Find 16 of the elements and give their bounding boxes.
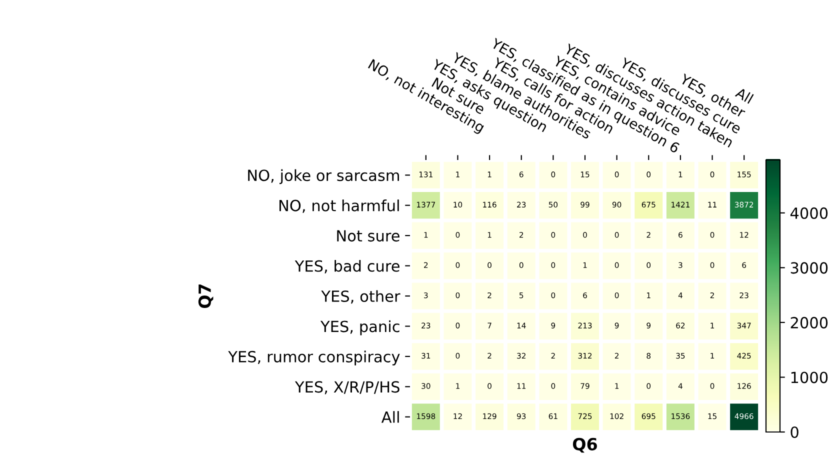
y-tick-label: YES, other: [321, 290, 400, 304]
y-axis-title: Q7: [198, 284, 214, 308]
x-axis-title: Q6: [572, 438, 597, 453]
color-bar-label: 2000: [790, 316, 828, 328]
y-tick-label: YES, X/R/P/HS: [294, 381, 400, 394]
y-tick-label: All: [381, 411, 399, 423]
color-bar-label: 3000: [790, 262, 828, 274]
y-tick-label: YES, bad cure: [294, 260, 400, 274]
y-tick-label: YES, panic: [320, 320, 400, 336]
y-tick-label: Not sure: [337, 230, 400, 242]
y-tick-label: YES, rumor conspiracy: [228, 350, 400, 366]
color-bar-label: 1000: [791, 372, 828, 384]
color-bar-label: 0: [790, 426, 798, 438]
color-bar-label: 4000: [790, 207, 828, 219]
y-tick-label: NO, joke or sarcasm: [248, 169, 399, 184]
y-tick-label: NO, not harmful: [279, 200, 399, 213]
